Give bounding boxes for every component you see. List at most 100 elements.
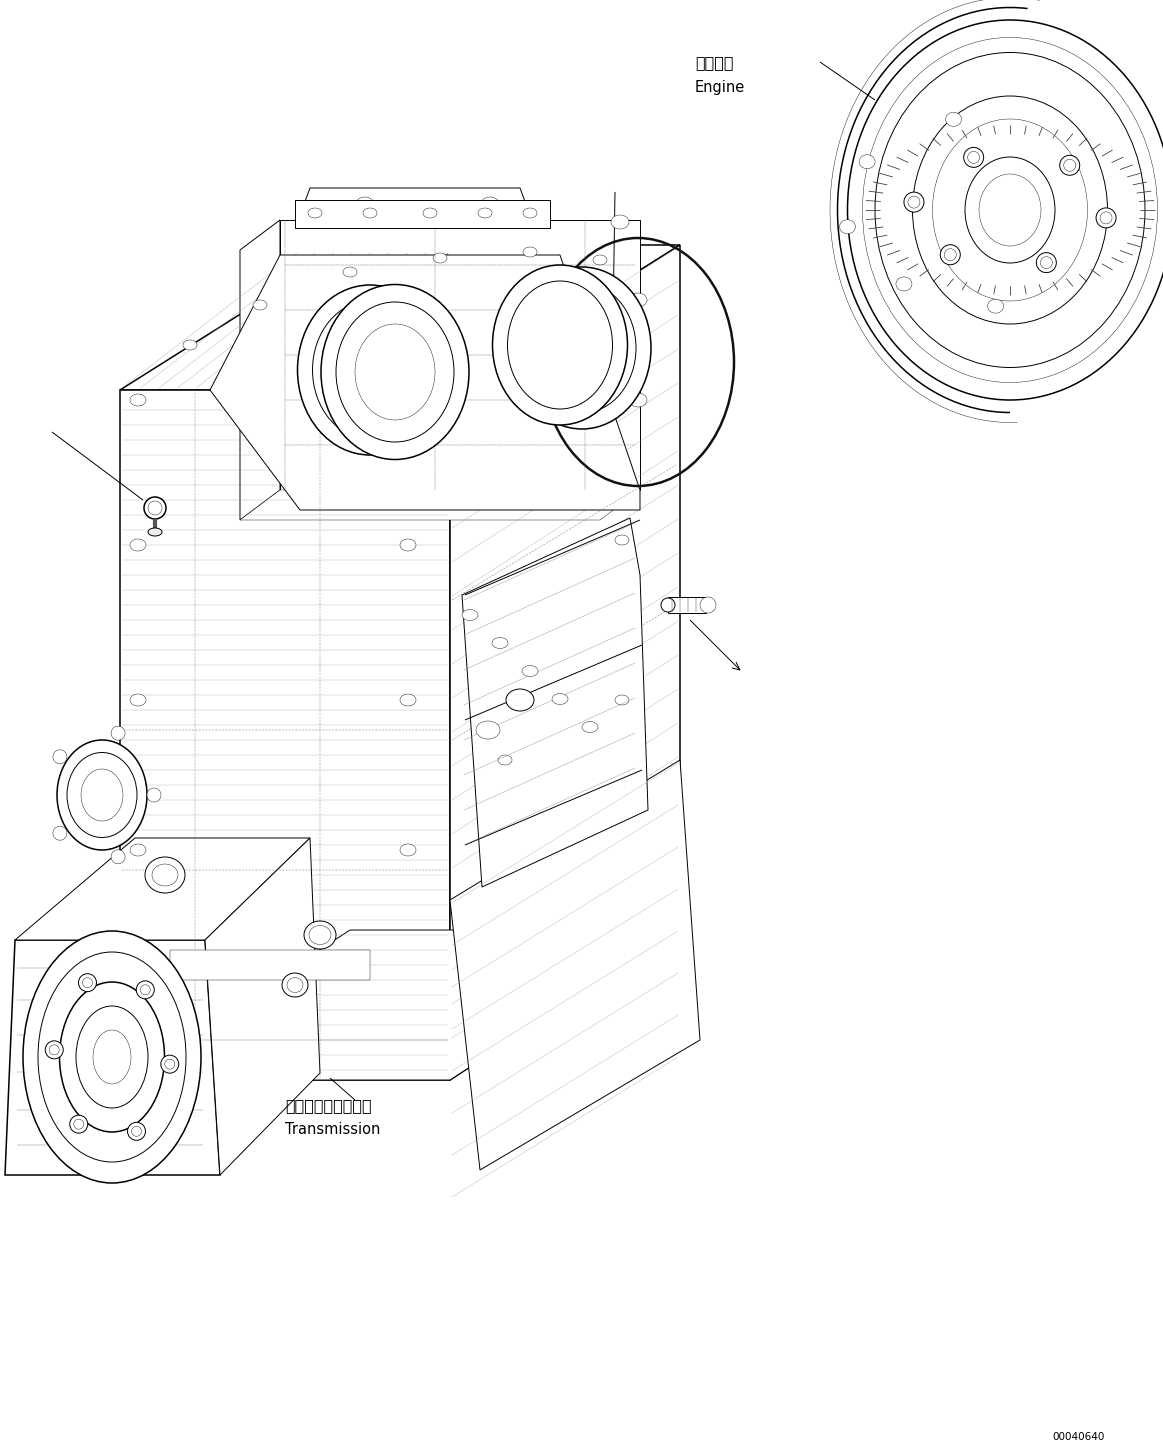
Ellipse shape — [400, 394, 416, 405]
Ellipse shape — [863, 38, 1157, 382]
Ellipse shape — [513, 267, 651, 429]
Ellipse shape — [128, 1122, 145, 1141]
Ellipse shape — [130, 844, 147, 856]
Ellipse shape — [531, 201, 549, 215]
Ellipse shape — [859, 154, 875, 169]
Ellipse shape — [965, 157, 1055, 263]
Ellipse shape — [552, 693, 568, 705]
Ellipse shape — [593, 254, 607, 264]
Ellipse shape — [355, 324, 435, 420]
Ellipse shape — [896, 278, 912, 291]
Ellipse shape — [131, 1126, 142, 1136]
Polygon shape — [5, 940, 220, 1175]
Polygon shape — [240, 490, 640, 520]
Ellipse shape — [476, 721, 500, 740]
Ellipse shape — [462, 609, 478, 620]
Ellipse shape — [423, 208, 437, 218]
Ellipse shape — [848, 20, 1163, 400]
Ellipse shape — [336, 302, 454, 442]
Ellipse shape — [522, 665, 538, 677]
Ellipse shape — [946, 112, 962, 126]
Ellipse shape — [571, 294, 585, 304]
Ellipse shape — [145, 857, 185, 894]
Polygon shape — [300, 187, 530, 215]
Ellipse shape — [304, 921, 336, 949]
Ellipse shape — [1041, 257, 1053, 269]
Ellipse shape — [76, 1005, 148, 1109]
Polygon shape — [240, 219, 280, 520]
Ellipse shape — [987, 299, 1004, 314]
Ellipse shape — [112, 850, 126, 865]
Ellipse shape — [629, 294, 647, 307]
Ellipse shape — [53, 750, 67, 764]
Ellipse shape — [363, 208, 377, 218]
Ellipse shape — [944, 248, 956, 260]
Ellipse shape — [331, 323, 409, 417]
Ellipse shape — [148, 527, 162, 536]
Ellipse shape — [507, 280, 613, 408]
Ellipse shape — [528, 283, 636, 413]
Ellipse shape — [141, 985, 150, 995]
Ellipse shape — [493, 330, 507, 340]
Ellipse shape — [400, 695, 416, 706]
Polygon shape — [120, 246, 680, 389]
Polygon shape — [120, 930, 680, 1080]
Ellipse shape — [629, 392, 647, 407]
Ellipse shape — [148, 501, 162, 514]
Ellipse shape — [356, 198, 374, 211]
Ellipse shape — [700, 597, 716, 613]
Polygon shape — [205, 838, 320, 1175]
Text: 00040640: 00040640 — [1053, 1433, 1105, 1441]
Ellipse shape — [59, 982, 164, 1132]
Text: トランスミッション: トランスミッション — [285, 1098, 372, 1113]
Ellipse shape — [78, 974, 97, 992]
Bar — [668, 597, 706, 613]
Ellipse shape — [130, 394, 147, 405]
Ellipse shape — [615, 535, 629, 545]
Ellipse shape — [165, 1059, 174, 1069]
Ellipse shape — [492, 264, 628, 424]
Ellipse shape — [506, 689, 534, 711]
Ellipse shape — [112, 726, 126, 740]
Ellipse shape — [523, 247, 537, 257]
Ellipse shape — [53, 827, 67, 840]
Ellipse shape — [478, 208, 492, 218]
Ellipse shape — [38, 952, 186, 1162]
Ellipse shape — [93, 1030, 131, 1084]
Text: Engine: Engine — [695, 80, 745, 94]
Polygon shape — [462, 519, 648, 886]
Ellipse shape — [611, 215, 629, 230]
Ellipse shape — [45, 1040, 63, 1059]
Ellipse shape — [183, 340, 197, 350]
Ellipse shape — [913, 96, 1107, 324]
Ellipse shape — [523, 208, 537, 218]
Ellipse shape — [840, 219, 856, 234]
Ellipse shape — [67, 753, 137, 837]
Ellipse shape — [1100, 212, 1112, 224]
Ellipse shape — [136, 981, 155, 998]
Bar — [170, 950, 370, 979]
Ellipse shape — [904, 192, 923, 212]
Ellipse shape — [70, 1114, 87, 1133]
Ellipse shape — [964, 147, 984, 167]
Ellipse shape — [152, 865, 178, 886]
Ellipse shape — [908, 196, 920, 208]
Ellipse shape — [940, 244, 961, 264]
Ellipse shape — [147, 788, 160, 802]
Ellipse shape — [1036, 253, 1056, 273]
Ellipse shape — [321, 285, 469, 459]
Ellipse shape — [23, 931, 201, 1183]
Ellipse shape — [130, 695, 147, 706]
Ellipse shape — [498, 756, 512, 764]
Ellipse shape — [433, 253, 447, 263]
Polygon shape — [280, 219, 640, 490]
Ellipse shape — [661, 599, 675, 612]
Ellipse shape — [297, 201, 314, 215]
Ellipse shape — [933, 119, 1087, 301]
Polygon shape — [450, 760, 700, 1170]
Polygon shape — [15, 838, 311, 940]
Text: Transmission: Transmission — [285, 1122, 380, 1138]
Bar — [295, 201, 550, 228]
Ellipse shape — [1064, 160, 1076, 171]
Ellipse shape — [160, 1055, 179, 1074]
